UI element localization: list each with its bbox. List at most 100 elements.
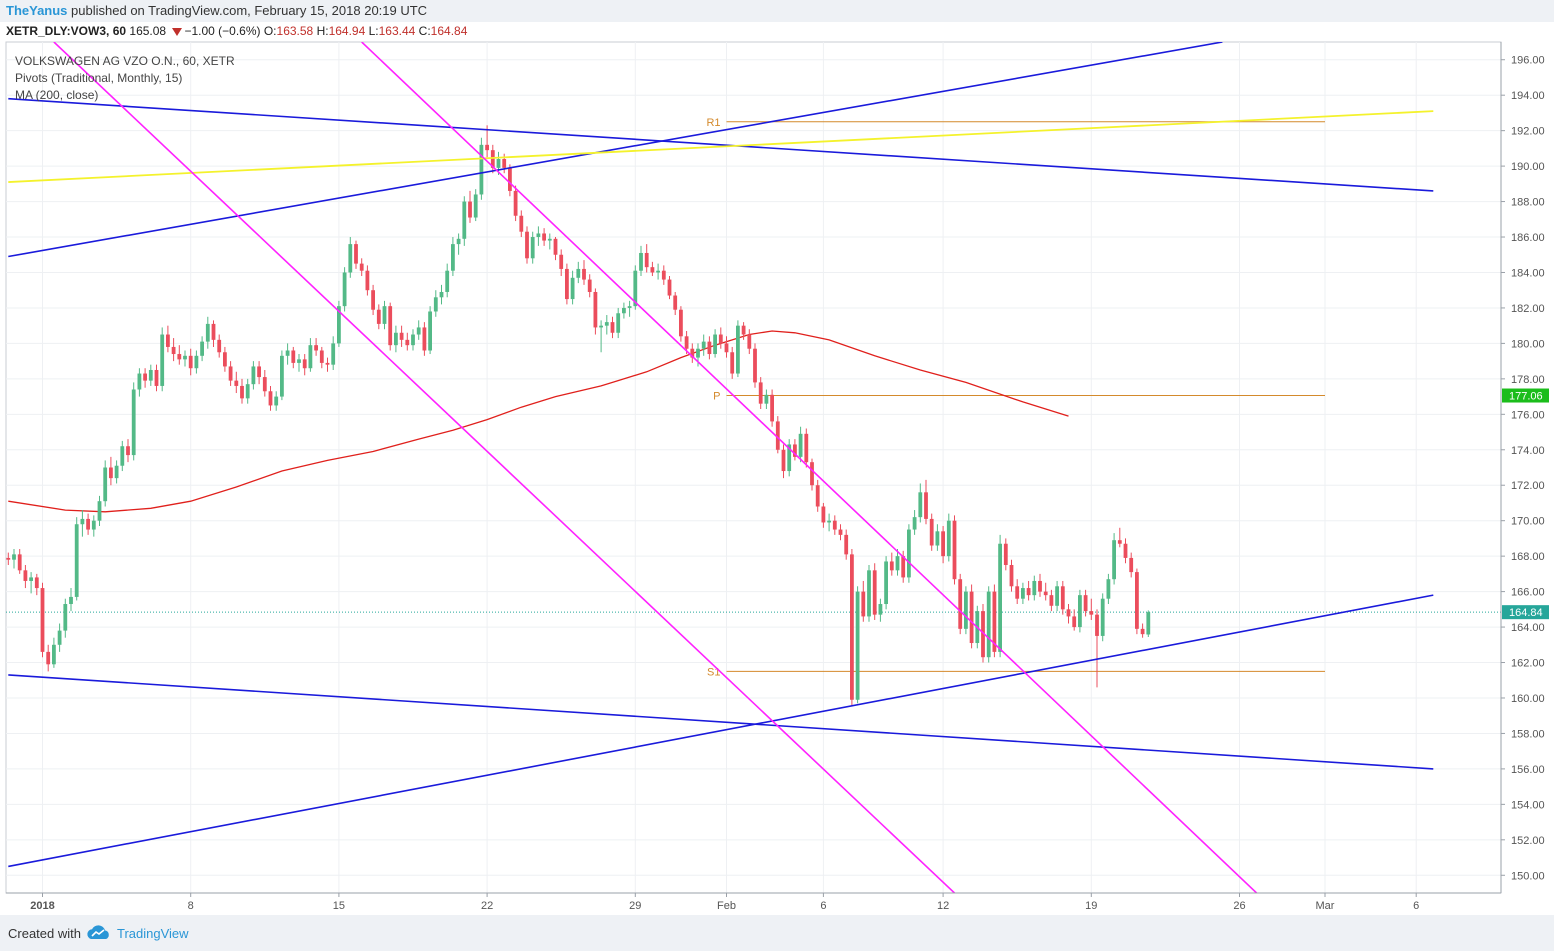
candle	[205, 316, 210, 349]
candle-body	[462, 201, 467, 239]
candle	[810, 458, 814, 491]
candle	[787, 439, 792, 477]
candle	[781, 444, 786, 479]
candle	[1140, 623, 1145, 638]
candle-body	[46, 651, 51, 665]
candle-body	[810, 462, 814, 486]
candle-body	[439, 291, 444, 298]
candle	[627, 300, 632, 317]
candle	[878, 598, 883, 622]
candle	[262, 369, 267, 397]
candle	[1146, 610, 1151, 637]
candle-body	[935, 531, 940, 546]
candle	[285, 343, 290, 365]
candle-body	[394, 332, 398, 346]
tradingview-link[interactable]: TradingView	[117, 926, 189, 941]
candle	[912, 510, 917, 535]
time-tick-label: Feb	[717, 900, 736, 912]
candle	[986, 586, 991, 663]
price-axis[interactable]: 150.00 152.00 154.00 156.00 158.00 160.00 162.…	[1500, 42, 1549, 893]
candle-body	[12, 554, 16, 560]
candle	[376, 304, 381, 330]
candle-body	[251, 366, 256, 385]
candle-body	[1123, 543, 1128, 558]
candle	[969, 584, 974, 649]
candle-body	[679, 309, 683, 337]
candle	[1129, 552, 1134, 578]
time-tick-label: 6	[820, 900, 826, 912]
candle-body	[308, 345, 313, 369]
tradingview-cloud-icon[interactable]	[86, 924, 112, 940]
candle-body	[416, 327, 421, 335]
candle	[200, 336, 204, 362]
candle	[359, 258, 364, 277]
legend-pivots[interactable]: Pivots (Traditional, Monthly, 15)	[15, 71, 183, 85]
candle	[97, 495, 102, 527]
candle	[490, 144, 495, 174]
trendlines	[8, 42, 1434, 893]
symbol-name[interactable]: XETR_DLY:VOW3, 60	[6, 24, 127, 38]
candle-body	[325, 362, 330, 365]
candle-body	[667, 279, 672, 296]
candle	[348, 237, 353, 278]
candle-body	[428, 311, 432, 351]
candle-body	[804, 433, 809, 463]
candle	[576, 261, 581, 284]
candle	[547, 233, 552, 250]
price-tick-label: 152.00	[1511, 835, 1545, 847]
candle-body	[388, 306, 393, 346]
candle	[1055, 580, 1059, 612]
candle	[240, 378, 244, 404]
candle	[964, 586, 968, 635]
candle	[1060, 580, 1065, 615]
candle	[764, 389, 769, 409]
time-tick-label: 19	[1085, 900, 1097, 912]
candle-body	[200, 341, 204, 356]
candle	[559, 249, 564, 277]
candle-body	[348, 244, 353, 273]
candle	[160, 327, 165, 392]
candle	[741, 322, 746, 340]
price-tick-label: 170.00	[1511, 516, 1545, 528]
last-price-tag-bg	[1502, 605, 1549, 620]
candle	[604, 315, 609, 335]
price-tick-label: 160.00	[1511, 693, 1545, 705]
chart-legend: VOLKSWAGEN AG VZO O.N., 60, XETR Pivots …	[15, 53, 235, 104]
candle	[29, 572, 33, 594]
candle-body	[644, 252, 649, 268]
author-link[interactable]: TheYanus	[6, 3, 68, 18]
candle-body	[1072, 616, 1077, 628]
candle	[850, 549, 854, 706]
candle	[80, 510, 85, 537]
candle-body	[610, 322, 615, 333]
candle-body	[536, 233, 541, 238]
price-tick-label: 162.00	[1511, 658, 1545, 670]
candle-body	[86, 518, 90, 530]
open-label: O:	[263, 24, 277, 38]
candle-body	[827, 520, 831, 523]
candle-body	[1055, 586, 1059, 606]
candle-body	[850, 554, 854, 700]
candle-body	[109, 467, 113, 479]
candle-body	[285, 350, 290, 356]
candle	[433, 290, 438, 317]
candle-body	[547, 238, 552, 241]
legend-ma[interactable]: MA (200, close)	[15, 88, 99, 102]
time-axis[interactable]: 2018 8 15 22 29 Feb 6 12 19 26 Mar 6	[6, 892, 1501, 912]
candle-body	[91, 520, 96, 530]
candle	[736, 320, 740, 378]
candle-body	[131, 389, 136, 456]
candle	[867, 565, 871, 622]
candle-body	[502, 159, 507, 168]
candle	[69, 588, 73, 612]
candle-body	[741, 325, 746, 335]
candle	[120, 440, 125, 472]
candle	[656, 263, 660, 280]
candle-body	[1083, 595, 1088, 612]
candle	[297, 354, 301, 372]
candle	[12, 549, 16, 569]
candle	[650, 261, 655, 277]
candle-body	[770, 394, 774, 422]
price-tick-label: 178.00	[1511, 374, 1545, 386]
